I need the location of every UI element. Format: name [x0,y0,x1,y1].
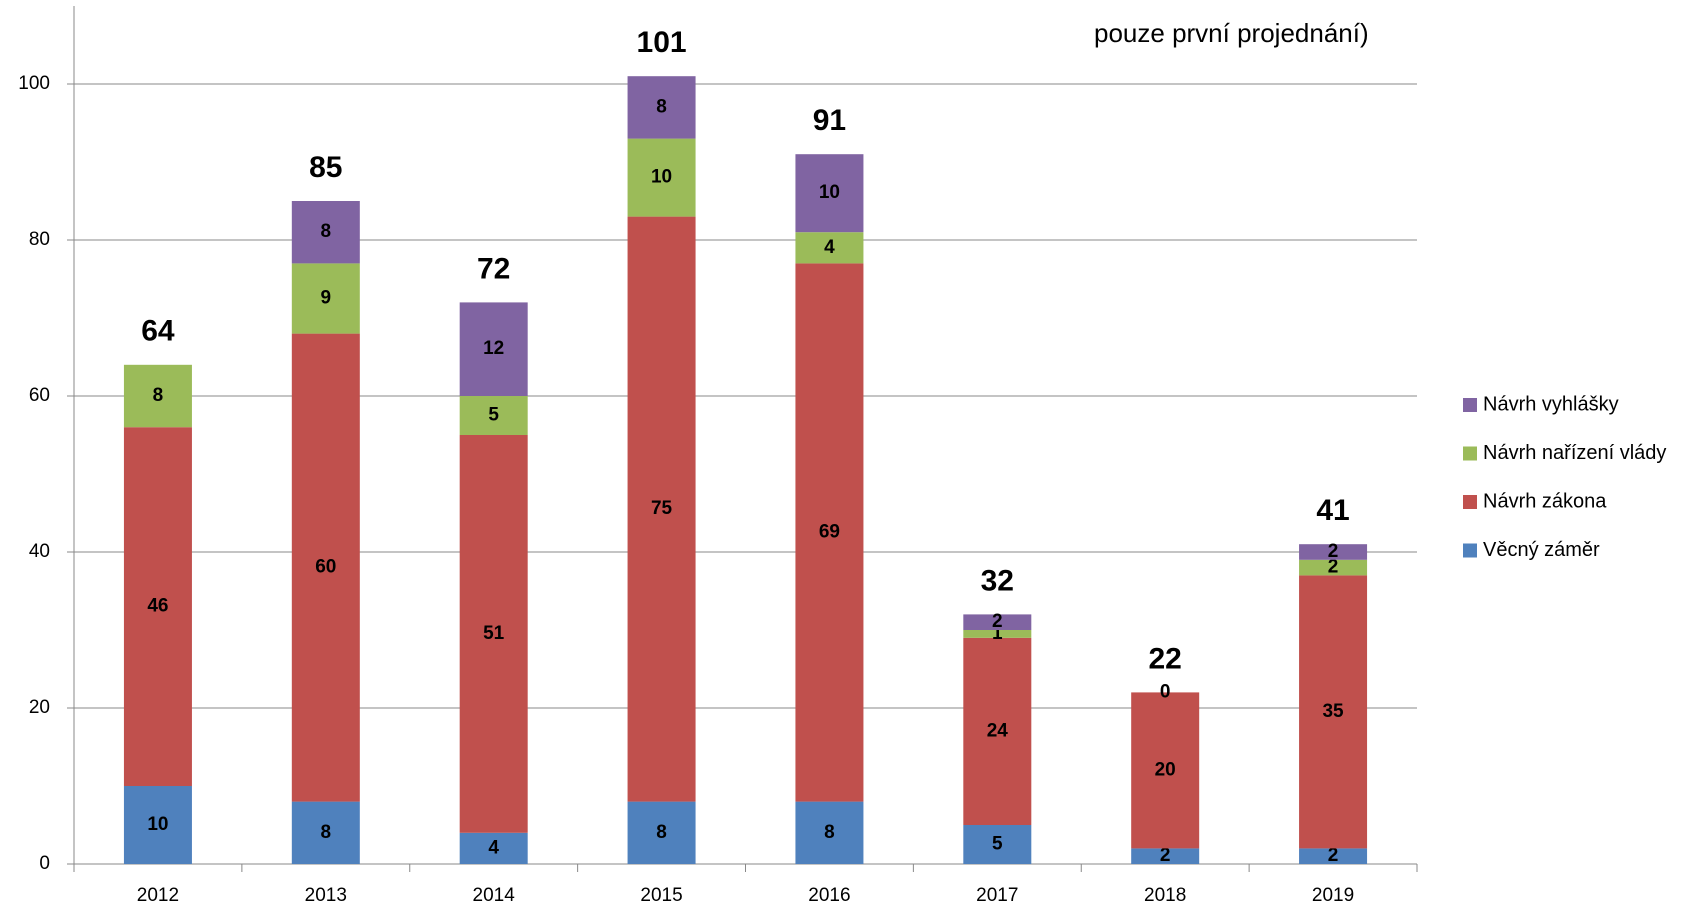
y-tick-label: 20 [29,697,50,718]
legend-label: Návrh zákona [1483,490,1607,512]
data-label: 69 [819,522,840,543]
bar-segment [627,801,696,864]
total-label: 85 [309,151,342,184]
bar-segment [291,263,360,334]
y-tick-label: 40 [29,541,50,562]
bar-segment [795,263,864,802]
bar-segment [795,232,864,264]
x-tick-label: 2015 [640,885,682,906]
data-label: 60 [315,557,336,578]
bar-segment [459,302,528,396]
data-label: 10 [651,167,672,188]
data-label: 20 [1155,759,1176,780]
data-label: 5 [992,834,1003,855]
data-label: 8 [321,822,332,843]
bar-segment [795,154,864,233]
bar-segment [123,427,192,786]
legend-label: Návrh nařízení vlády [1483,442,1666,464]
x-tick-label: 2019 [1312,885,1354,906]
data-label: 2 [1160,845,1171,866]
bar-segment [963,637,1032,825]
y-tick-label: 60 [29,385,50,406]
bar-segment [963,630,1032,638]
legend-swatch [1463,543,1477,558]
data-label: 4 [824,237,835,258]
data-label: 2 [1328,541,1339,562]
data-label: 8 [153,385,164,406]
legend-swatch [1463,446,1477,461]
data-label: 8 [321,221,332,242]
total-label: 91 [813,104,846,137]
data-label: 10 [819,182,840,203]
data-label: 75 [651,498,673,519]
bar-segment [1299,559,1368,576]
total-label: 41 [1316,494,1349,527]
bar-segment [459,435,528,833]
data-label: 2 [992,611,1003,632]
y-tick-label: 100 [18,73,50,94]
data-label: 8 [656,822,667,843]
x-tick-label: 2012 [137,885,179,906]
bar-segment [459,832,528,864]
bar-segment [1299,575,1368,849]
legend-label: Věcný záměr [1483,539,1600,561]
data-label: 4 [488,837,499,858]
chart-title: pouze první projednání) [1094,18,1369,48]
bar-segment [1131,848,1200,864]
total-label: 72 [477,252,510,285]
x-tick-label: 2018 [1144,885,1186,906]
data-label: 2 [1328,845,1339,866]
data-label: 8 [656,96,667,117]
data-label: 10 [147,814,168,835]
legend-swatch [1463,495,1477,509]
x-tick-label: 2014 [473,885,516,906]
data-label: 35 [1322,701,1344,722]
data-label: 5 [488,405,499,426]
bar-segment [291,801,360,864]
bar-segment [627,76,696,139]
bar-segment [795,801,864,864]
data-label: 24 [987,720,1009,741]
bar-segment [291,201,360,264]
bar-segment [123,364,192,428]
y-tick-label: 80 [29,229,50,250]
total-label: 32 [981,564,1014,597]
legend-swatch [1463,398,1477,412]
bar-segment [1299,848,1368,864]
data-label: 2 [1328,557,1339,578]
total-label: 64 [141,315,175,348]
total-label: 101 [637,26,687,59]
bar-segment [627,138,696,217]
data-label: 46 [147,596,168,617]
bar-segment [123,786,192,864]
bar-segment [291,333,360,802]
y-tick-label: 0 [39,853,50,874]
data-label: 8 [824,822,835,843]
bar-segment [1299,544,1368,560]
bar-segment [459,396,528,435]
data-label: 1 [992,623,1003,644]
bar-segment [963,825,1032,864]
data-label: 9 [321,288,332,309]
x-tick-label: 2013 [305,885,347,906]
legend-label: Návrh vyhlášky [1483,393,1619,415]
data-label: 0 [1160,681,1171,702]
bar-segment [963,614,1032,630]
bar-segment [627,216,696,802]
data-label: 12 [483,338,504,359]
total-label: 22 [1149,642,1182,675]
bar-segment [1131,692,1200,849]
x-tick-label: 2016 [808,885,850,906]
data-label: 51 [483,623,505,644]
x-tick-label: 2017 [976,885,1018,906]
